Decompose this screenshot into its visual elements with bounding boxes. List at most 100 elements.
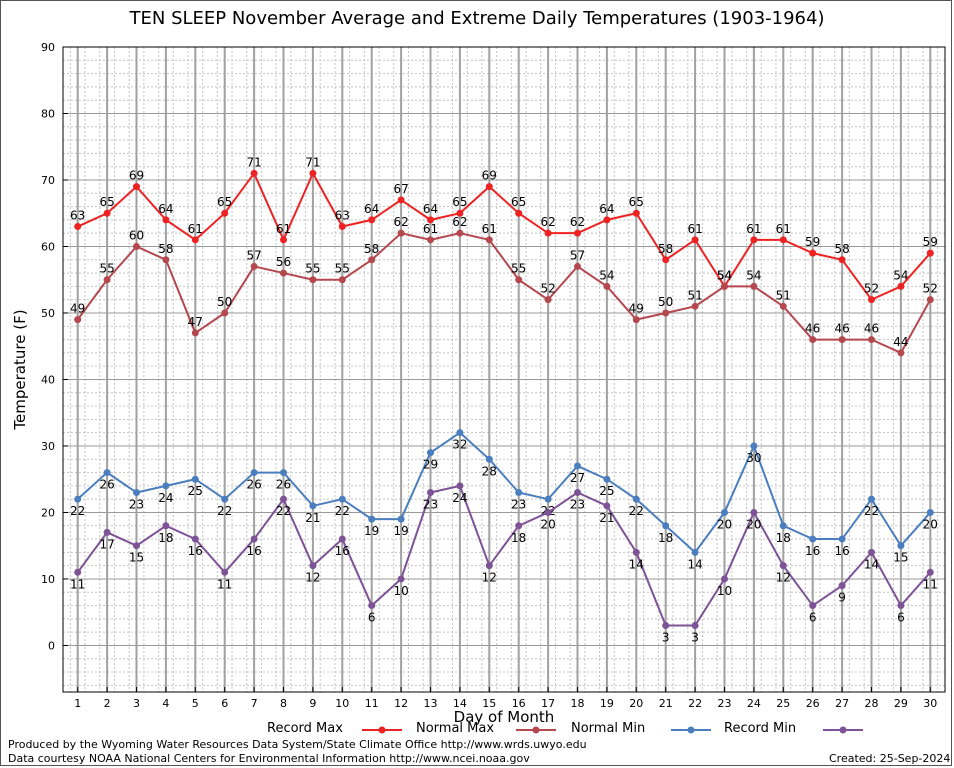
data-point-record-max	[574, 229, 581, 237]
data-point-normal-max	[838, 336, 846, 344]
x-tick-label: 2	[104, 697, 111, 710]
plot-border	[62, 46, 946, 693]
footer-created-date: Created: 25-Sep-2024	[829, 752, 951, 765]
series-record-max: 63 65 69 64 61 65 71 61 71 63 64 67 64 65 69 65 62 62 64 65…	[70, 155, 938, 304]
data-label-record-max: 63	[335, 209, 350, 223]
data-point-normal-min	[162, 482, 170, 490]
data-label-normal-max: 49	[629, 302, 644, 316]
data-point-record-min	[309, 562, 317, 570]
data-label-record-min: 15	[129, 551, 144, 565]
x-tick-label: 6	[221, 697, 228, 710]
data-label-normal-min: 19	[364, 524, 379, 538]
x-tick-label: 25	[776, 697, 790, 710]
data-label-normal-max: 49	[70, 302, 85, 316]
data-point-record-min	[221, 568, 229, 576]
data-point-normal-max	[427, 236, 434, 244]
y-axis-label: Temperature (F)	[11, 309, 29, 430]
data-label-record-min: 20	[746, 517, 761, 531]
series-line-normal-min	[77, 431, 932, 554]
y-tick-label: 80	[41, 107, 55, 120]
data-label-normal-max: 61	[423, 222, 438, 236]
data-point-record-min	[897, 602, 905, 610]
series-record-min: 11 17 15 18 16 11 16 22 12 16 6 10 23 24 12 18 20 23 21 14 3…	[70, 482, 938, 645]
data-label-record-min: 11	[70, 577, 85, 591]
x-tick-label: 14	[453, 697, 467, 710]
data-point-record-min	[485, 562, 493, 570]
data-point-normal-min	[574, 462, 581, 470]
data-label-record-max: 61	[687, 222, 702, 236]
series-normal-max: 49 55 60 58 47 50 57 56 55 55 58 62 61 62 61 55 52 57 54 49…	[70, 215, 938, 357]
data-label-record-min: 6	[368, 611, 376, 625]
data-label-record-min: 6	[897, 611, 905, 625]
data-point-record-min	[632, 548, 640, 556]
data-label-record-max: 61	[276, 222, 291, 236]
data-point-record-min	[838, 582, 846, 590]
x-tick-label: 12	[394, 697, 408, 710]
data-label-normal-min: 16	[834, 544, 849, 558]
data-label-record-min: 20	[540, 517, 555, 531]
data-point-record-max	[74, 223, 82, 231]
data-point-record-min	[162, 522, 170, 530]
y-tick-label: 30	[41, 440, 55, 453]
data-point-record-max	[838, 256, 846, 264]
data-label-record-min: 23	[423, 498, 438, 512]
y-tick-label: 10	[41, 573, 55, 586]
data-label-record-min: 9	[838, 591, 846, 605]
legend-marker-record-min	[839, 726, 847, 734]
data-point-record-min	[133, 542, 140, 550]
data-label-normal-max: 61	[482, 222, 497, 236]
x-tick-label: 20	[629, 697, 643, 710]
data-point-normal-max	[280, 269, 287, 277]
data-point-normal-max	[544, 296, 552, 304]
data-label-record-min: 24	[452, 491, 467, 505]
data-label-record-min: 10	[393, 584, 408, 598]
data-label-record-min: 6	[809, 611, 817, 625]
data-label-normal-max: 47	[188, 315, 203, 329]
data-label-normal-max: 46	[834, 322, 849, 336]
data-point-record-max	[515, 209, 523, 217]
x-tick-label: 24	[747, 697, 761, 710]
data-point-record-min	[574, 489, 581, 497]
data-label-normal-min: 30	[746, 451, 761, 465]
data-point-record-max	[544, 229, 552, 237]
y-tick-label: 70	[41, 174, 55, 187]
data-label-record-max: 67	[393, 182, 408, 196]
data-label-normal-max: 55	[335, 262, 350, 276]
data-label-record-max: 64	[599, 202, 614, 216]
x-tick-label: 22	[688, 697, 702, 710]
data-point-normal-min	[280, 469, 287, 477]
data-label-normal-min: 21	[305, 511, 320, 525]
data-point-record-min	[750, 508, 758, 516]
x-tick-label: 21	[659, 697, 673, 710]
data-label-normal-min: 28	[482, 464, 497, 478]
series-line-normal-max	[76, 232, 932, 355]
data-point-record-max	[133, 183, 140, 191]
data-label-record-max: 65	[452, 195, 467, 209]
data-label-normal-min: 14	[687, 557, 702, 571]
data-point-record-min	[603, 502, 611, 510]
data-label-normal-min: 29	[423, 458, 438, 472]
data-label-record-max: 58	[834, 242, 849, 256]
data-point-record-min	[691, 622, 699, 630]
data-point-record-max	[868, 296, 875, 304]
data-point-record-min	[191, 535, 199, 543]
data-label-record-min: 14	[864, 557, 879, 571]
x-tick-label: 18	[571, 697, 585, 710]
data-point-normal-min	[838, 535, 846, 543]
data-label-normal-min: 25	[599, 484, 614, 498]
data-point-normal-max	[103, 276, 111, 284]
data-label-record-max: 64	[158, 202, 173, 216]
legend-marker-normal-max	[532, 726, 540, 734]
data-point-normal-min	[250, 469, 258, 477]
grid	[63, 46, 945, 692]
data-point-normal-max	[632, 316, 640, 324]
data-point-record-max	[603, 216, 611, 224]
data-label-normal-max: 57	[570, 248, 585, 262]
data-point-record-max	[662, 256, 670, 264]
x-tick-label: 3	[133, 697, 140, 710]
data-label-record-max: 69	[482, 169, 497, 183]
data-point-normal-min	[103, 469, 111, 477]
data-label-normal-max: 50	[217, 295, 232, 309]
data-label-normal-min: 26	[99, 478, 114, 492]
